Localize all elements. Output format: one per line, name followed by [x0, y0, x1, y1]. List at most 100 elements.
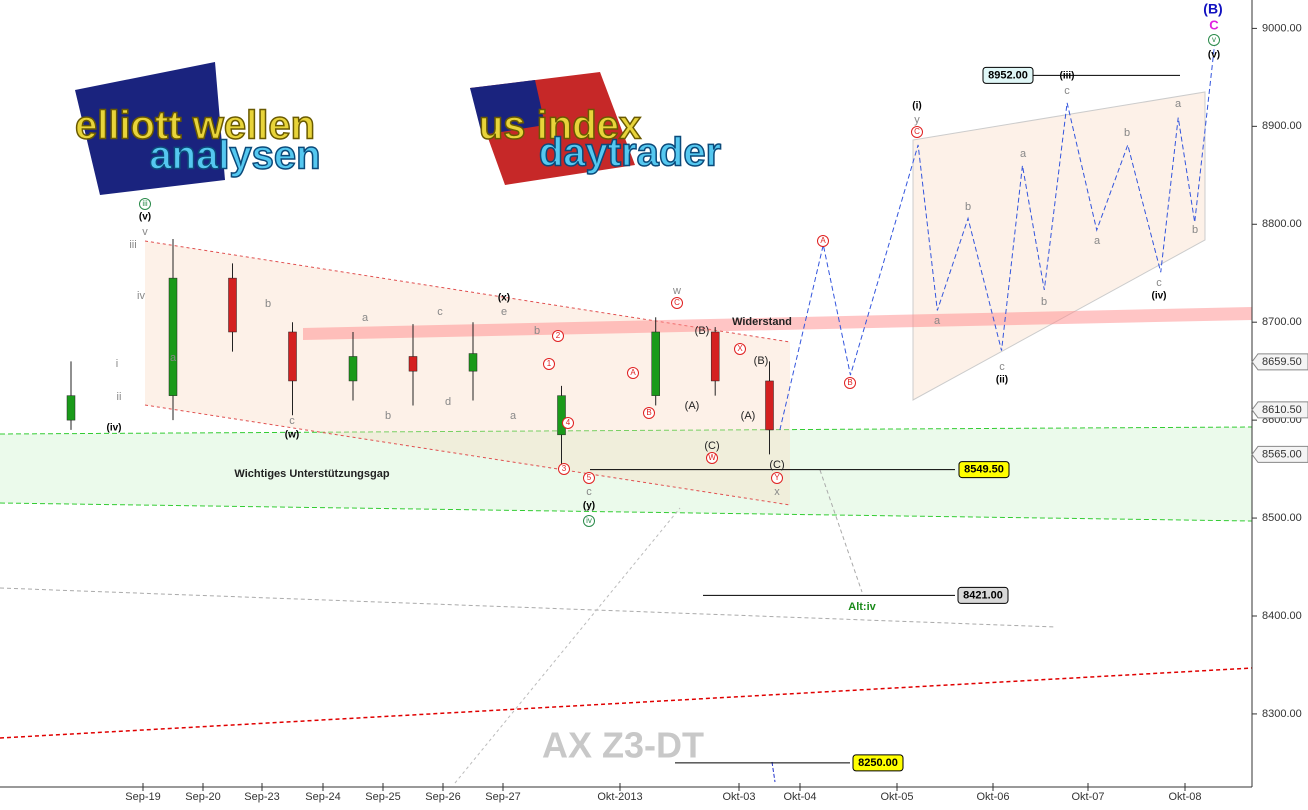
wave-label: B: [847, 378, 852, 387]
wave-label: (B): [695, 325, 710, 337]
support-gap: [0, 427, 1252, 521]
chart-title: AX Z3-DT: [542, 725, 704, 766]
level-box: [982, 66, 1034, 84]
x-tick-label: Okt-04: [783, 791, 816, 803]
logo-us: us index daytrader: [470, 72, 722, 185]
wave-label: b: [965, 201, 971, 213]
wave-label: a: [1094, 235, 1101, 247]
wave-label: a: [362, 312, 369, 324]
trend-line: [819, 469, 863, 593]
wave-circle: [734, 343, 746, 355]
wave-circle: [643, 407, 655, 419]
wave-label: W: [708, 453, 716, 462]
wave-label: X: [737, 344, 743, 353]
candle-body: [468, 353, 478, 372]
wave-label: (y): [583, 501, 595, 512]
wave-label: (A): [741, 410, 756, 422]
wave-label: iii: [142, 199, 148, 208]
wave-label: (B): [754, 355, 769, 367]
candle-body: [765, 380, 774, 431]
trend-line: [0, 667, 1253, 739]
y-tick-label: 8300.00: [1262, 708, 1302, 720]
wave-label: (ii): [996, 375, 1008, 386]
wave-label: iii: [129, 239, 136, 251]
level-box: [957, 586, 1009, 604]
wave-label: c: [437, 306, 443, 318]
x-tick-label: Okt-08: [1168, 791, 1201, 803]
wave-circle: [671, 297, 683, 309]
candle-body: [288, 331, 297, 382]
trend-line: [454, 507, 681, 784]
wave-label: a: [170, 352, 177, 364]
level-label: 8549.50: [964, 463, 1004, 475]
level-box: [958, 461, 1010, 479]
candle-body: [651, 331, 660, 396]
wave-label: w: [672, 285, 681, 297]
wave-label: b: [1041, 296, 1047, 308]
wave-circle: [562, 417, 574, 429]
wave-circle: [911, 126, 923, 138]
x-tick-label: Okt-07: [1071, 791, 1104, 803]
trend-line: [0, 587, 1056, 628]
wave-label: c: [999, 361, 1005, 373]
wave-label: A: [630, 368, 636, 377]
x-tick-label: Okt-05: [880, 791, 913, 803]
wave-label: c: [586, 486, 592, 498]
x-tick-label: Okt-03: [722, 791, 755, 803]
wave-circle: [543, 358, 555, 370]
wave-label: iv: [586, 516, 592, 525]
price-tag-label: 8659.50: [1262, 356, 1302, 368]
wave-label: a: [1020, 148, 1027, 160]
x-tick-label: Sep-25: [365, 791, 400, 803]
wave-label: Alt:iv: [848, 601, 876, 613]
wave-circle: [552, 330, 564, 342]
wave-label: Wichtiges Unterstützungsgap: [234, 468, 389, 480]
wave-label: (C): [704, 440, 719, 452]
candle-body: [408, 356, 418, 372]
wave-label: c: [1064, 85, 1070, 97]
wave-label: y: [914, 114, 920, 126]
price-tag-label: 8610.50: [1262, 404, 1302, 416]
wave-label: b: [1124, 127, 1130, 139]
wave-circle: [706, 452, 718, 464]
wave-circle: [844, 377, 856, 389]
y-tick-label: 8900.00: [1262, 120, 1302, 132]
x-tick-label: Sep-26: [425, 791, 460, 803]
x-tick-label: Okt-2013: [597, 791, 642, 803]
wave-label: b: [385, 410, 391, 422]
wave-label: (iv): [107, 423, 122, 434]
projection-channel: [912, 91, 1206, 401]
wave-label: a: [934, 315, 941, 327]
x-tick-label: Sep-19: [125, 791, 160, 803]
wave-circle: [139, 198, 151, 210]
x-tick-label: Sep-27: [485, 791, 520, 803]
price-tag: [1251, 445, 1308, 463]
channel-line: [144, 240, 791, 343]
wave-circle: [771, 472, 783, 484]
wave-label: e: [501, 306, 507, 318]
wave-label: (A): [685, 400, 700, 412]
x-tick-label: Sep-23: [244, 791, 279, 803]
price-tag: [1251, 353, 1308, 371]
x-tick-label: Okt-06: [976, 791, 1009, 803]
wave-label: (w): [285, 430, 299, 441]
wave-label: c: [1156, 277, 1162, 289]
wave-label: B: [646, 408, 651, 417]
y-tick-label: 8500.00: [1262, 512, 1302, 524]
candle-body: [66, 395, 76, 421]
logo-text: us index: [479, 104, 641, 148]
wave-label: 5: [587, 473, 592, 482]
y-tick-label: 8700.00: [1262, 316, 1302, 328]
wave-circle: [817, 235, 829, 247]
wave-label: (B): [1203, 1, 1222, 17]
wave-circle: [1208, 34, 1220, 46]
wave-label: 3: [562, 464, 567, 473]
y-tick-label: 8400.00: [1262, 610, 1302, 622]
gap-line: [0, 426, 1253, 435]
wave-label: iv: [137, 290, 145, 302]
wave-label: ii: [117, 391, 122, 403]
wave-circle: [627, 367, 639, 379]
x-tick-label: Sep-20: [185, 791, 220, 803]
